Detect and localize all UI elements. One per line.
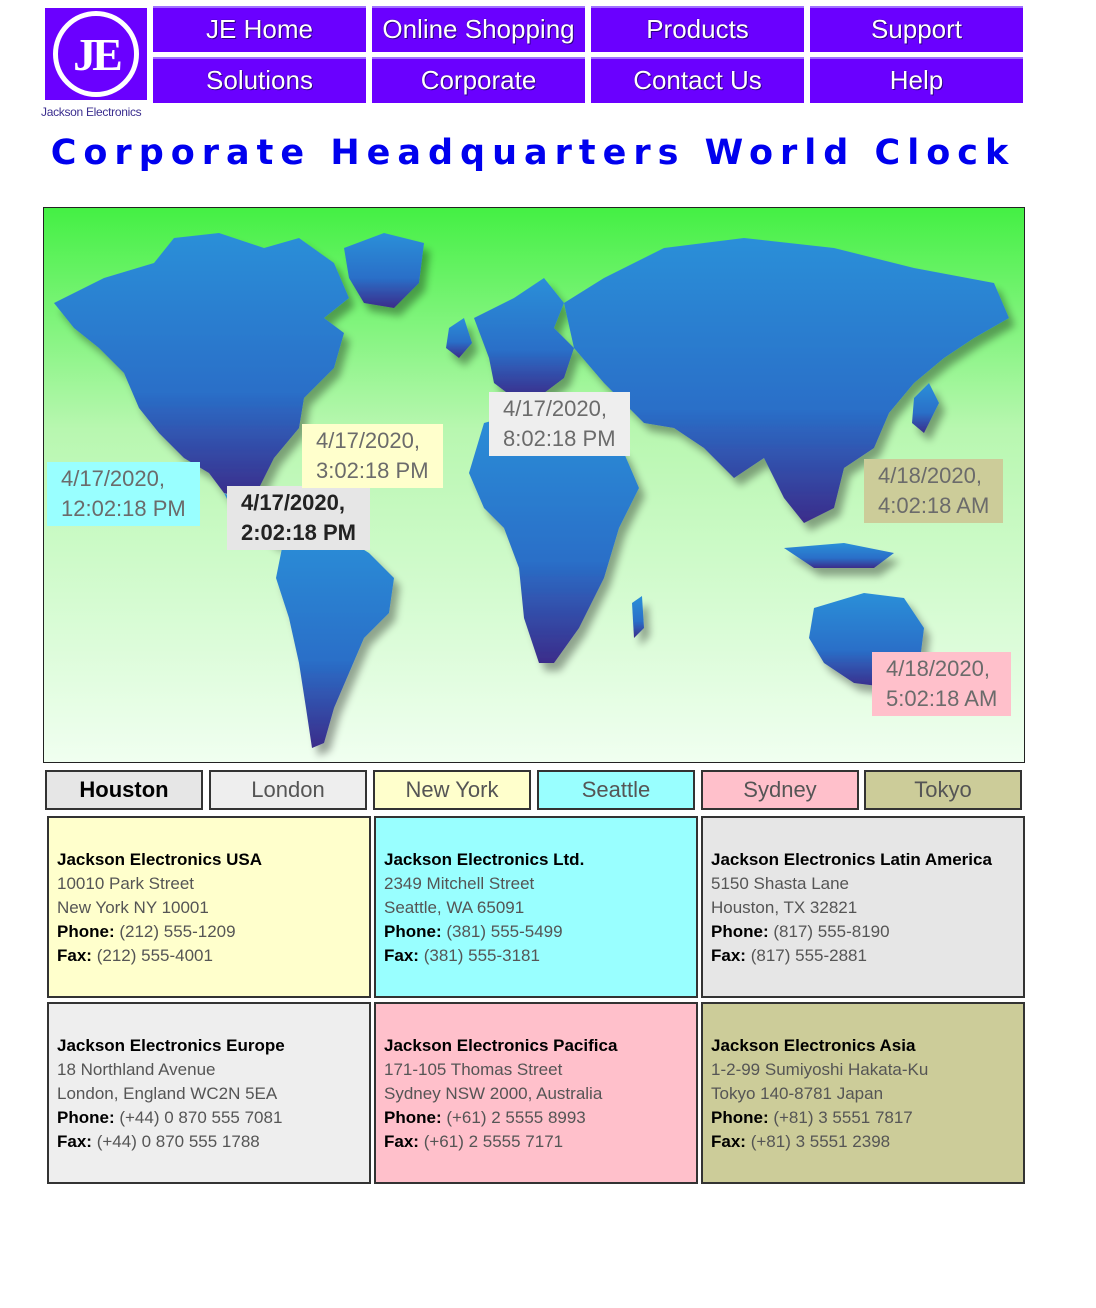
office-card-pacifica: Jackson Electronics Pacifica 171-105 Tho… bbox=[374, 1002, 698, 1184]
office-name: Jackson Electronics USA bbox=[57, 850, 263, 869]
clock-london: 4/17/2020, 8:02:18 PM bbox=[489, 392, 630, 456]
office-fax: (817) 555-2881 bbox=[750, 946, 867, 965]
office-address-line1: 171-105 Thomas Street bbox=[384, 1060, 563, 1079]
world-map: 4/17/2020, 12:02:18 PM 4/17/2020, 2:02:1… bbox=[43, 207, 1025, 763]
nav-corporate[interactable]: Corporate bbox=[372, 57, 585, 103]
continent-madagascar bbox=[632, 596, 644, 638]
nav-support[interactable]: Support bbox=[810, 6, 1023, 52]
logo-mark: JE bbox=[53, 11, 139, 97]
office-address-line2: London, England WC2N 5EA bbox=[57, 1084, 278, 1103]
office-card-latin-america: Jackson Electronics Latin America 5150 S… bbox=[701, 816, 1025, 998]
phone-label: Phone: bbox=[711, 1108, 769, 1127]
office-address-line1: 1-2-99 Sumiyoshi Hakata-Ku bbox=[711, 1060, 929, 1079]
fax-label: Fax: bbox=[384, 946, 419, 965]
tab-tokyo[interactable]: Tokyo bbox=[864, 770, 1022, 810]
nav-contact-us[interactable]: Contact Us bbox=[591, 57, 804, 103]
office-fax: (+44) 0 870 555 1788 bbox=[96, 1132, 260, 1151]
world-map-graphic bbox=[54, 233, 1009, 748]
clock-tokyo: 4/18/2020, 4:02:18 AM bbox=[864, 459, 1004, 523]
nav-online-shopping[interactable]: Online Shopping bbox=[372, 6, 585, 52]
office-fax: (381) 555-3181 bbox=[423, 946, 540, 965]
office-phone: (817) 555-8190 bbox=[773, 922, 890, 941]
clock-sydney-date: 4/18/2020, bbox=[886, 656, 990, 681]
clock-tokyo-time: 4:02:18 AM bbox=[878, 493, 990, 518]
clock-seattle: 4/17/2020, 12:02:18 PM bbox=[47, 462, 200, 526]
tab-houston[interactable]: Houston bbox=[45, 770, 203, 810]
clock-houston-date: 4/17/2020, bbox=[241, 490, 345, 515]
continent-indonesia bbox=[784, 543, 894, 568]
phone-label: Phone: bbox=[384, 1108, 442, 1127]
clock-houston: 4/17/2020, 2:02:18 PM bbox=[227, 486, 370, 550]
tab-london[interactable]: London bbox=[209, 770, 367, 810]
clock-seattle-time: 12:02:18 PM bbox=[61, 496, 186, 521]
office-phone: (+61) 2 5555 8993 bbox=[446, 1108, 586, 1127]
phone-label: Phone: bbox=[711, 922, 769, 941]
office-address-line2: Houston, TX 32821 bbox=[711, 898, 858, 917]
office-address-line2: Seattle, WA 65091 bbox=[384, 898, 525, 917]
phone-label: Phone: bbox=[57, 1108, 115, 1127]
office-address-line1: 5150 Shasta Lane bbox=[711, 874, 850, 893]
clock-london-date: 4/17/2020, bbox=[503, 396, 607, 421]
fax-label: Fax: bbox=[711, 1132, 746, 1151]
office-name: Jackson Electronics Asia bbox=[711, 1036, 916, 1055]
nav-je-home[interactable]: JE Home bbox=[153, 6, 366, 52]
office-fax: (212) 555-4001 bbox=[96, 946, 213, 965]
clock-seattle-date: 4/17/2020, bbox=[61, 466, 165, 491]
office-address-line2: New York NY 10001 bbox=[57, 898, 209, 917]
fax-label: Fax: bbox=[711, 946, 746, 965]
logo-caption: Jackson Electronics bbox=[41, 105, 142, 119]
office-fax: (+81) 3 5551 2398 bbox=[750, 1132, 891, 1151]
fax-label: Fax: bbox=[57, 1132, 92, 1151]
logo[interactable]: JE bbox=[43, 6, 149, 102]
continent-europe bbox=[474, 278, 574, 398]
phone-label: Phone: bbox=[384, 922, 442, 941]
tab-new-york[interactable]: New York bbox=[373, 770, 531, 810]
office-address-line2: Tokyo 140-8781 Japan bbox=[711, 1084, 884, 1103]
office-card-europe: Jackson Electronics Europe 18 Northland … bbox=[47, 1002, 371, 1184]
fax-label: Fax: bbox=[57, 946, 92, 965]
clock-london-time: 8:02:18 PM bbox=[503, 426, 616, 451]
clock-newyork: 4/17/2020, 3:02:18 PM bbox=[302, 424, 443, 488]
office-card-asia: Jackson Electronics Asia 1-2-99 Sumiyosh… bbox=[701, 1002, 1025, 1184]
fax-label: Fax: bbox=[384, 1132, 419, 1151]
clock-houston-time: 2:02:18 PM bbox=[241, 520, 356, 545]
office-card-usa: Jackson Electronics USA 10010 Park Stree… bbox=[47, 816, 371, 998]
continent-japan bbox=[912, 383, 939, 433]
office-address-line1: 18 Northland Avenue bbox=[57, 1060, 216, 1079]
phone-label: Phone: bbox=[57, 922, 115, 941]
office-name: Jackson Electronics Latin America bbox=[711, 850, 992, 869]
office-address-line1: 10010 Park Street bbox=[57, 874, 195, 893]
clock-sydney: 4/18/2020, 5:02:18 AM bbox=[872, 652, 1012, 716]
tab-sydney[interactable]: Sydney bbox=[701, 770, 859, 810]
office-phone: (381) 555-5499 bbox=[446, 922, 563, 941]
office-name: Jackson Electronics Ltd. bbox=[384, 850, 585, 869]
continent-asia bbox=[564, 238, 1009, 523]
office-address-line1: 2349 Mitchell Street bbox=[384, 874, 535, 893]
tab-seattle[interactable]: Seattle bbox=[537, 770, 695, 810]
office-address-line2: Sydney NSW 2000, Australia bbox=[384, 1084, 603, 1103]
continent-uk bbox=[446, 318, 472, 358]
clock-tokyo-date: 4/18/2020, bbox=[878, 463, 982, 488]
continent-north-america bbox=[54, 233, 349, 498]
office-phone: (+44) 0 870 555 7081 bbox=[119, 1108, 283, 1127]
office-fax: (+61) 2 5555 7171 bbox=[423, 1132, 564, 1151]
nav-help[interactable]: Help bbox=[810, 57, 1023, 103]
continent-greenland bbox=[344, 233, 424, 308]
page-title: Corporate Headquarters World Clock bbox=[50, 133, 1016, 173]
office-name: Jackson Electronics Pacifica bbox=[384, 1036, 618, 1055]
clock-sydney-time: 5:02:18 AM bbox=[886, 686, 998, 711]
clock-newyork-date: 4/17/2020, bbox=[316, 428, 420, 453]
office-phone: (212) 555-1209 bbox=[119, 922, 236, 941]
office-card-ltd: Jackson Electronics Ltd. 2349 Mitchell S… bbox=[374, 816, 698, 998]
nav-products[interactable]: Products bbox=[591, 6, 804, 52]
office-name: Jackson Electronics Europe bbox=[57, 1036, 285, 1055]
nav-solutions[interactable]: Solutions bbox=[153, 57, 366, 103]
continent-south-america bbox=[276, 528, 394, 748]
clock-newyork-time: 3:02:18 PM bbox=[316, 458, 429, 483]
office-phone: (+81) 3 5551 7817 bbox=[773, 1108, 913, 1127]
continent-africa bbox=[469, 408, 639, 663]
